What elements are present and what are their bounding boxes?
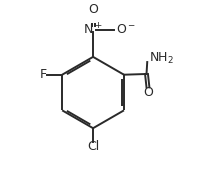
Text: F: F: [40, 68, 47, 81]
Text: NH$_2$: NH$_2$: [149, 51, 174, 66]
Text: O$^-$: O$^-$: [116, 23, 136, 36]
Text: O: O: [143, 86, 153, 99]
Text: O: O: [88, 3, 98, 16]
Text: Cl: Cl: [87, 140, 99, 153]
Text: N$^+$: N$^+$: [83, 22, 103, 37]
